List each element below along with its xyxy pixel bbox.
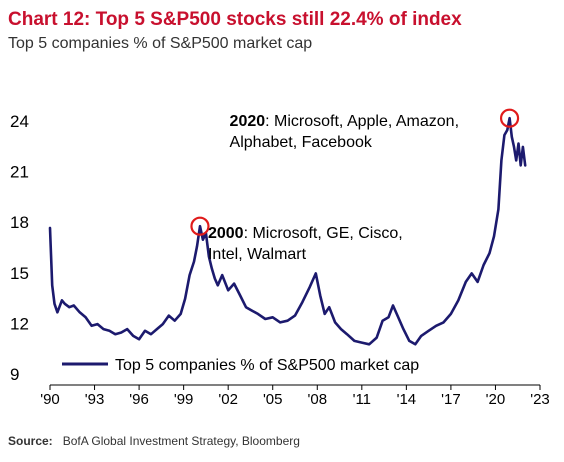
x-tick-label: '96 bbox=[129, 391, 149, 408]
series-group bbox=[48, 116, 527, 346]
annotation-group: 2000: Microsoft, GE, Cisco, Intel, Walmar… bbox=[190, 108, 520, 263]
source-label: Source: bbox=[8, 434, 53, 448]
x-tick-label: '20 bbox=[486, 391, 506, 408]
x-tick-label: '99 bbox=[174, 391, 194, 408]
highlight-circle bbox=[190, 216, 210, 236]
legend-label: Top 5 companies % of S&P500 market cap bbox=[115, 357, 419, 374]
annotation-label-line2: Intel, Walmart bbox=[208, 246, 307, 263]
x-tick-label: '23 bbox=[530, 391, 550, 408]
x-tick-label: '08 bbox=[307, 391, 327, 408]
source-note: Source: BofA Global Investment Strategy, … bbox=[8, 434, 300, 448]
x-tick-label: '14 bbox=[397, 391, 417, 408]
legend: Top 5 companies % of S&P500 market cap bbox=[62, 357, 419, 374]
x-axis: '90 '93 '96 '99 '02 '05 '08 '11 '14 '17 '20 '23 bbox=[40, 384, 550, 408]
y-tick-label: 12 bbox=[10, 314, 29, 333]
highlight-circle bbox=[499, 108, 520, 128]
y-tick-label: 24 bbox=[10, 112, 29, 131]
x-tick-label: '11 bbox=[353, 391, 371, 408]
chart-title: Chart 12: Top 5 S&P500 stocks still 22.4… bbox=[8, 9, 462, 30]
x-tick-label: '90 bbox=[40, 391, 60, 408]
y-tick-label: 15 bbox=[10, 264, 29, 283]
x-tick-label: '02 bbox=[218, 391, 238, 408]
series-line bbox=[48, 116, 527, 346]
chart-subtitle: Top 5 companies % of S&P500 market cap bbox=[8, 35, 313, 52]
y-tick-label: 9 bbox=[10, 365, 19, 384]
source-text: BofA Global Investment Strategy, Bloombe… bbox=[62, 434, 300, 448]
x-tick-label: '05 bbox=[263, 391, 283, 408]
annotation-label: 2000: Microsoft, GE, Cisco, bbox=[208, 225, 403, 242]
annotation-label-line2: Alphabet, Facebook bbox=[230, 134, 373, 151]
y-tick-label: 18 bbox=[10, 213, 29, 232]
x-tick-label: '93 bbox=[85, 391, 105, 408]
y-tick-label: 21 bbox=[10, 163, 29, 182]
x-tick-label: '17 bbox=[441, 391, 461, 408]
annotation-label: 2020: Microsoft, Apple, Amazon, bbox=[230, 113, 459, 130]
y-axis: 9 12 15 18 21 24 bbox=[10, 112, 29, 384]
